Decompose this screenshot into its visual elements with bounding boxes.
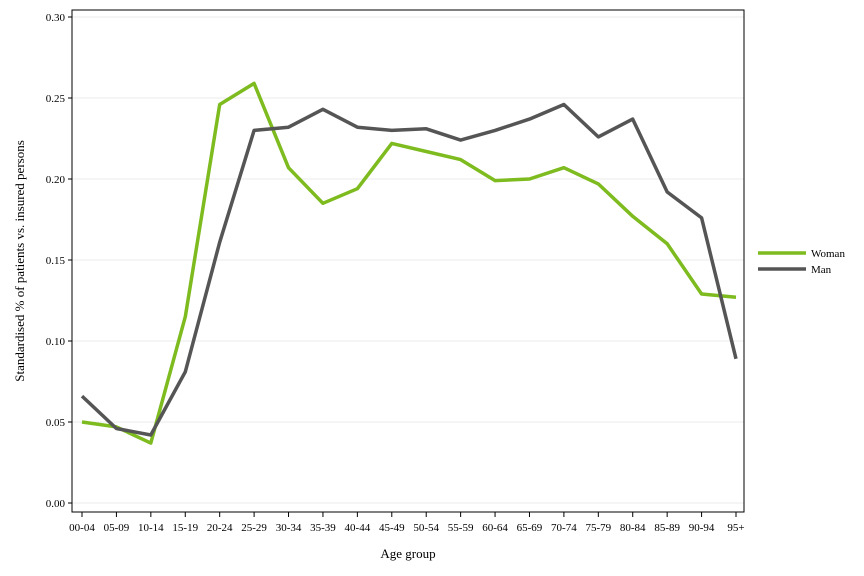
y-tick-label: 0.20 bbox=[46, 174, 66, 186]
x-tick-label: 05-09 bbox=[104, 522, 130, 534]
y-tick-label: 0.05 bbox=[46, 417, 66, 429]
x-tick-label: 75-79 bbox=[585, 522, 611, 534]
x-tick-label: 95+ bbox=[727, 522, 744, 534]
legend: Woman Man bbox=[758, 248, 845, 276]
x-tick-label: 15-19 bbox=[172, 522, 198, 534]
y-tick-label: 0.25 bbox=[46, 93, 66, 105]
x-tick-label: 35-39 bbox=[310, 522, 336, 534]
y-tick-label: 0.10 bbox=[46, 336, 66, 348]
x-tick-label: 50-54 bbox=[413, 522, 439, 534]
y-axis-title: Standardised % of patients vs. insured p… bbox=[12, 140, 27, 382]
x-tick-label: 25-29 bbox=[241, 522, 267, 534]
x-tick-label: 30-34 bbox=[276, 522, 302, 534]
x-tick-label: 60-64 bbox=[482, 522, 508, 534]
y-tick-label: 0.15 bbox=[46, 255, 66, 267]
series-line-man bbox=[80, 102, 738, 437]
x-tick-label: 80-84 bbox=[620, 522, 646, 534]
x-axis-title: Age group bbox=[380, 546, 435, 561]
legend-label: Woman bbox=[811, 248, 845, 260]
series-line-woman bbox=[81, 81, 737, 445]
x-tick-label: 10-14 bbox=[138, 522, 164, 534]
x-tick-label: 00-04 bbox=[69, 522, 95, 534]
x-tick-label: 45-49 bbox=[379, 522, 405, 534]
legend-label: Man bbox=[811, 264, 832, 276]
grid bbox=[72, 16, 744, 504]
y-tick-label: 0.00 bbox=[46, 498, 66, 510]
y-axis: 0.00 0.05 0.10 0.15 0.20 0.25 0.30 bbox=[46, 12, 72, 510]
x-tick-label: 20-24 bbox=[207, 522, 233, 534]
y-tick-label: 0.30 bbox=[46, 12, 66, 24]
x-axis: 00-04 05-09 10-14 15-19 20-24 25-29 30-34 35-39… bbox=[69, 512, 745, 534]
x-tick-label: 90-94 bbox=[689, 522, 715, 534]
plot-frame bbox=[71, 9, 745, 513]
x-tick-label: 70-74 bbox=[551, 522, 577, 534]
x-tick-label: 85-89 bbox=[654, 522, 680, 534]
x-tick-label: 65-69 bbox=[517, 522, 543, 534]
series-lines bbox=[80, 81, 738, 445]
x-tick-label: 55-59 bbox=[448, 522, 474, 534]
x-tick-label: 40-44 bbox=[345, 522, 371, 534]
